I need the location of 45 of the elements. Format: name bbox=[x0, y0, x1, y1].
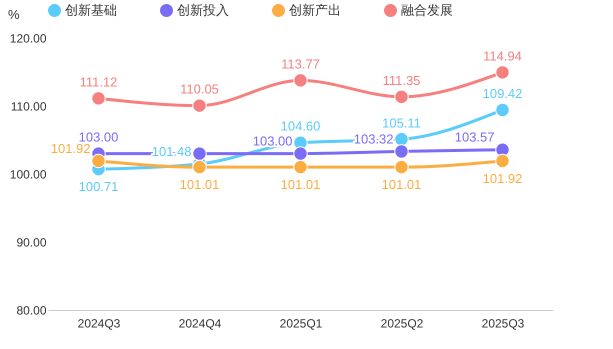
point bbox=[192, 98, 207, 113]
data-label: 111.35 bbox=[382, 72, 420, 88]
point bbox=[293, 73, 308, 88]
data-label: 110.05 bbox=[180, 82, 219, 97]
data-label: 101.01 bbox=[280, 177, 320, 192]
point bbox=[495, 65, 510, 80]
x-tick-label: 2025Q3 bbox=[482, 316, 525, 330]
legend-label: 创新产出 bbox=[289, 2, 341, 18]
point bbox=[394, 160, 409, 174]
legend-label: 融合发展 bbox=[401, 2, 453, 18]
point bbox=[293, 160, 308, 174]
point bbox=[192, 146, 207, 161]
data-label: 104.60 bbox=[280, 118, 320, 134]
y-tick-label: 80.00 bbox=[16, 304, 47, 318]
legend-label: 创新投入 bbox=[177, 2, 229, 18]
y-tick-label: 90.00 bbox=[16, 236, 47, 250]
point bbox=[394, 90, 409, 104]
data-label: 101.01 bbox=[180, 177, 220, 192]
data-label: 111.12 bbox=[80, 74, 118, 90]
point bbox=[293, 146, 308, 161]
data-label: 103.57 bbox=[454, 130, 494, 145]
x-tick-label: 2025Q1 bbox=[280, 316, 323, 330]
point bbox=[394, 144, 409, 159]
data-label: 114.94 bbox=[483, 48, 522, 64]
y-tick-label: 110.00 bbox=[10, 100, 47, 114]
y-axis-title: % bbox=[8, 7, 20, 22]
point bbox=[91, 154, 106, 168]
data-label: 100.71 bbox=[78, 179, 118, 194]
x-tick-label: 2025Q2 bbox=[380, 316, 424, 330]
data-label: 101.92 bbox=[482, 170, 522, 186]
x-tick-label: 2024Q3 bbox=[78, 316, 121, 330]
data-label: 101.01 bbox=[382, 177, 422, 192]
data-label: 103.00 bbox=[252, 134, 292, 149]
point bbox=[495, 154, 510, 168]
y-tick-label: 100.00 bbox=[10, 168, 47, 182]
point bbox=[192, 160, 207, 174]
y-tick-label: 120.00 bbox=[10, 32, 47, 46]
point bbox=[394, 132, 409, 146]
x-tick-label: 2024Q4 bbox=[178, 316, 222, 330]
legend-label: 创新基础 bbox=[65, 2, 117, 18]
data-label: 109.42 bbox=[482, 86, 522, 101]
point bbox=[495, 102, 510, 118]
point bbox=[91, 91, 106, 106]
data-label: 105.11 bbox=[382, 115, 421, 130]
data-label: 113.77 bbox=[281, 56, 320, 72]
